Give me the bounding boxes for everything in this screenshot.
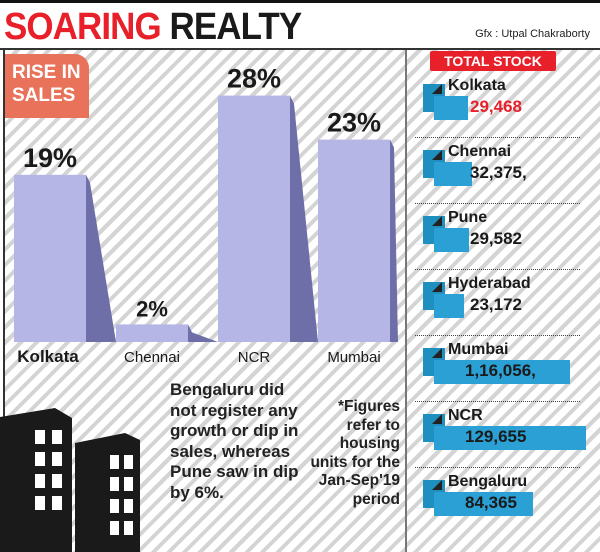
corner-icon xyxy=(432,414,442,424)
bar-shadow xyxy=(390,139,398,342)
bar-mumbai xyxy=(318,139,390,342)
stock-city: Chennai xyxy=(448,143,512,160)
stock-item: Bengaluru 84,365 xyxy=(410,468,600,534)
dotted-separator xyxy=(415,137,580,138)
bar-ncr xyxy=(218,95,290,342)
stock-bar xyxy=(434,360,570,384)
corner-icon xyxy=(432,150,442,160)
stock-value: 29,582 xyxy=(470,229,522,248)
top-rule xyxy=(0,0,600,3)
window xyxy=(35,474,45,488)
stock-city: Kolkata xyxy=(448,77,506,94)
dotted-separator xyxy=(415,269,580,270)
title-part-1: SOARING xyxy=(4,6,162,48)
stock-value: 84,365 xyxy=(465,493,517,512)
window xyxy=(124,455,133,469)
stock-chart-title: TOTAL STOCK xyxy=(430,51,556,71)
stock-value: 23,172 xyxy=(470,295,522,314)
stock-item: Mumbai 1,16,056, xyxy=(410,336,600,402)
data-label: 28% xyxy=(227,64,281,94)
data-label: 19% xyxy=(23,143,77,173)
window xyxy=(110,521,119,535)
corner-icon xyxy=(432,480,442,490)
corner-icon xyxy=(432,84,442,94)
window xyxy=(52,496,62,510)
stock-city: Bengaluru xyxy=(448,473,528,490)
window xyxy=(110,499,119,513)
stock-bar xyxy=(434,426,586,450)
category-label: NCR xyxy=(238,349,271,366)
page-title: SOARING REALTY xyxy=(4,6,303,49)
dotted-separator xyxy=(415,401,580,402)
window xyxy=(124,477,133,491)
window xyxy=(35,430,45,444)
building-icon xyxy=(75,433,140,552)
stock-value: 129,655 xyxy=(465,427,527,446)
category-label: Chennai xyxy=(124,349,180,366)
stock-city: NCR xyxy=(448,407,483,424)
stock-value: 29,468 xyxy=(470,97,522,116)
stock-item: Hyderabad 23,172 xyxy=(410,270,600,336)
bar-shadow xyxy=(290,95,318,342)
window xyxy=(124,521,133,535)
stock-item: NCR 129,655 xyxy=(410,402,600,468)
stock-value: 32,375, xyxy=(470,163,527,182)
data-label: 23% xyxy=(327,108,381,138)
bar-shadow xyxy=(86,174,116,342)
stock-value: 1,16,056, xyxy=(465,361,536,380)
stock-city: Mumbai xyxy=(448,341,509,358)
category-label: Mumbai xyxy=(327,349,380,366)
stock-bar xyxy=(434,96,469,120)
window xyxy=(52,474,62,488)
stock-bar xyxy=(434,162,472,186)
stock-item: Chennai 32,375, xyxy=(410,138,600,204)
window xyxy=(35,452,45,466)
window xyxy=(124,499,133,513)
divider xyxy=(0,48,600,50)
category-label: Kolkata xyxy=(17,347,79,366)
dotted-separator xyxy=(415,335,580,336)
sales-chart-title: RISE IN SALES xyxy=(5,54,89,118)
window xyxy=(35,496,45,510)
corner-icon xyxy=(432,348,442,358)
data-label: 2% xyxy=(136,296,168,321)
window xyxy=(110,477,119,491)
title-part-2: REALTY xyxy=(169,6,303,48)
dotted-separator xyxy=(415,467,580,468)
bengaluru-note: Bengaluru did not register any growth or… xyxy=(170,380,299,502)
footnote: *Figures refer to housing units for the … xyxy=(310,398,400,508)
corner-icon xyxy=(432,216,442,226)
stock-city: Hyderabad xyxy=(448,275,531,292)
stock-item: Pune 29,582 xyxy=(410,204,600,270)
credit: Gfx : Utpal Chakraborty xyxy=(475,28,590,40)
window xyxy=(52,430,62,444)
stock-bar xyxy=(434,228,469,252)
stock-city: Pune xyxy=(448,209,488,226)
corner-icon xyxy=(432,282,442,292)
bar-kolkata xyxy=(14,174,86,342)
stock-bar xyxy=(434,294,464,318)
window xyxy=(52,452,62,466)
stock-item: Kolkata 29,468 xyxy=(410,72,600,138)
bar-shadow xyxy=(188,324,218,342)
bar-chennai xyxy=(116,324,188,342)
window xyxy=(110,455,119,469)
stock-bar xyxy=(434,492,533,516)
dotted-separator xyxy=(415,203,580,204)
